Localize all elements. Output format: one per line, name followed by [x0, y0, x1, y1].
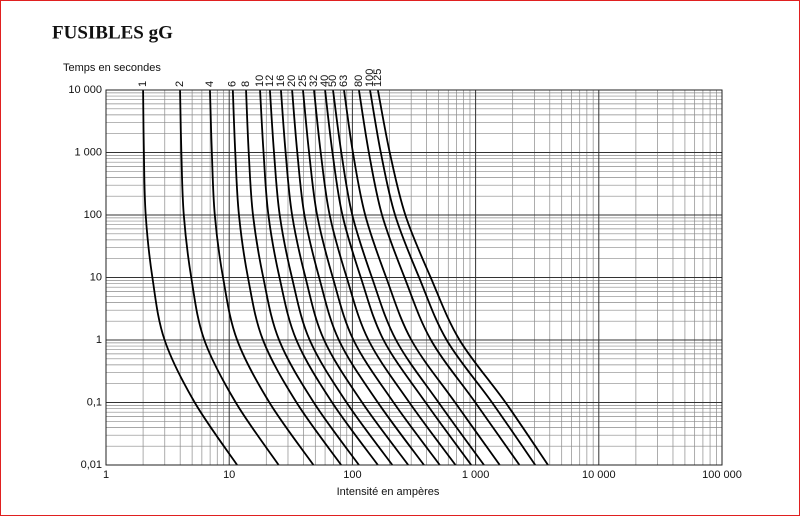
- curve-label: 50: [327, 75, 339, 87]
- curve-label: 125: [372, 69, 384, 87]
- fuse-curve: [369, 89, 537, 466]
- fuse-curve: [302, 89, 441, 466]
- fuse-curve: [269, 89, 394, 466]
- fuse-curve: [358, 89, 521, 466]
- y-tick-label: 1: [96, 334, 102, 346]
- curve-label: 1: [137, 81, 149, 87]
- fuse-curve: [291, 89, 425, 466]
- chart-title: FUSIBLES gG: [52, 22, 173, 43]
- fuse-curve: [245, 89, 360, 466]
- fuse-curve: [179, 89, 280, 466]
- curve-label: 4: [204, 81, 216, 87]
- fuse-curve: [231, 89, 342, 466]
- y-tick-label: 100: [84, 209, 102, 221]
- y-tick-label: 0,1: [87, 396, 102, 408]
- y-tick-label: 0,01: [81, 459, 102, 471]
- y-tick-label: 1 000: [74, 146, 102, 158]
- x-tick-label: 10: [223, 469, 235, 481]
- plot-frame: [105, 89, 723, 466]
- x-tick-label: 10 000: [582, 469, 616, 481]
- fuse-curve: [313, 89, 457, 466]
- x-axis-label: Intensité en ampères: [337, 486, 440, 498]
- curve-label: 25: [297, 75, 309, 87]
- fuse-curve: [332, 89, 485, 466]
- curve-label: 12: [264, 75, 276, 87]
- curve-label: 20: [286, 75, 298, 87]
- fuse-curve: [142, 89, 238, 466]
- x-tick-label: 1 000: [462, 469, 490, 481]
- x-tick-label: 100: [343, 469, 361, 481]
- curve-label: 6: [227, 81, 239, 87]
- curve-label: 80: [353, 75, 365, 87]
- curve-label: 100: [364, 69, 376, 87]
- curve-label: 2: [174, 81, 186, 87]
- fuse-curve: [376, 89, 549, 466]
- curve-label: 16: [275, 75, 287, 87]
- y-tick-label: 10: [90, 271, 102, 283]
- curve-label: 32: [308, 75, 320, 87]
- fuse-curve: [209, 89, 315, 466]
- curve-label: 40: [319, 75, 331, 87]
- fuse-curve: [280, 89, 409, 466]
- curve-label: 63: [338, 75, 350, 87]
- curve-label: 10: [254, 75, 266, 87]
- fuse-curve: [324, 89, 472, 466]
- x-tick-label: 1: [103, 469, 109, 481]
- y-axis-label: Temps en secondes: [63, 62, 161, 74]
- fuse-curve: [259, 89, 379, 466]
- curve-label: 8: [240, 81, 252, 87]
- x-tick-label: 100 000: [702, 469, 742, 481]
- y-tick-label: 10 000: [68, 84, 102, 96]
- fuse-curve: [343, 89, 501, 466]
